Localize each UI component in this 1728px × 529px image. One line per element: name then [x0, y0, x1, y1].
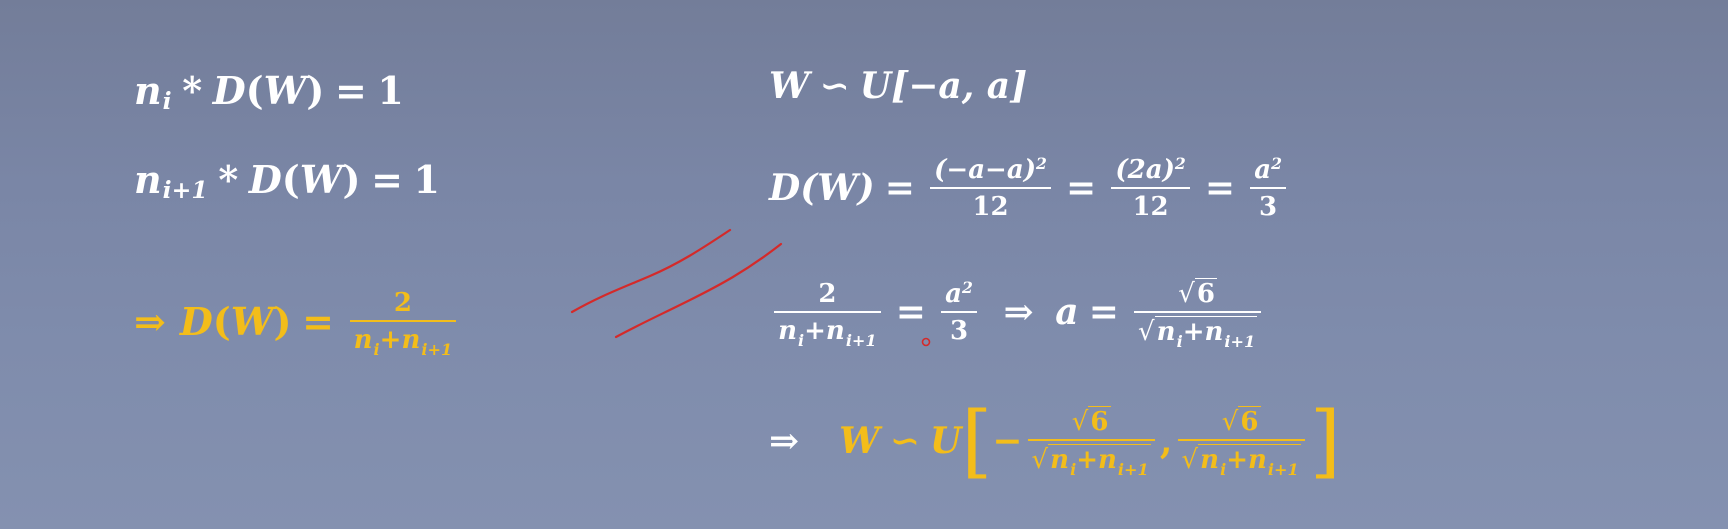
sqrt-denominator: √ ni+ni+1 — [1178, 441, 1305, 479]
var-w: W — [263, 68, 307, 113]
equals-sign: = — [371, 157, 403, 202]
subscript: i+1 — [162, 176, 208, 205]
fraction-numerator: 2 — [818, 279, 837, 309]
fraction-bar — [774, 311, 881, 314]
equation-xavier-uniform: ⇒ W ∽ U [ − √ 6 √ ni+ni+1 , √ 6 √ ni+ni+1 ] — [769, 401, 1341, 480]
fraction: √ 6 √ ni+ni+1 — [1134, 278, 1262, 351]
annotation-stroke-1 — [570, 228, 732, 314]
paren: ( — [245, 68, 264, 113]
paren: ( — [281, 157, 300, 202]
fraction: (−a−a)2 12 — [930, 153, 1051, 222]
fraction-denominator: 3 — [949, 315, 969, 346]
var-w: W — [769, 65, 810, 107]
equation-uniform-distribution: W ∽ U [−a, a] — [769, 65, 1027, 107]
left-bracket: [ — [961, 394, 993, 487]
equals-sign: = — [884, 167, 915, 210]
fraction: (2a)2 12 — [1111, 153, 1190, 222]
var-w: W — [299, 157, 343, 202]
fraction: a2 3 — [941, 277, 977, 346]
paren: ) — [273, 298, 292, 344]
equals-sign: = — [302, 298, 334, 344]
fraction: 2 ni+ni+1 — [349, 288, 457, 359]
fraction: a2 3 — [1250, 153, 1286, 222]
implies-arrow: ⇒ — [769, 419, 800, 462]
fraction: 2 ni+ni+1 — [774, 279, 881, 350]
sqrt-numerator: √ 6 — [1218, 406, 1265, 439]
fraction-numerator: (2a)2 — [1115, 153, 1186, 185]
fraction-numerator: 2 — [393, 288, 412, 318]
fraction-bar — [1177, 439, 1305, 442]
fraction-upper-bound: √ 6 √ ni+ni+1 — [1177, 406, 1305, 479]
sqrt-denominator: √ ni+ni+1 — [1134, 313, 1261, 351]
var-w: W — [839, 419, 880, 462]
fraction-lower-bound: √ 6 √ ni+ni+1 — [1027, 406, 1155, 479]
var-d: D — [179, 298, 213, 344]
equation-variance-result: ⇒ D(W) = 2 ni+ni+1 — [134, 288, 461, 359]
fraction-denominator: 12 — [972, 191, 1009, 222]
constant: 1 — [413, 157, 440, 202]
sqrt-denominator: √ ni+ni+1 — [1028, 441, 1155, 479]
equals-sign: = — [895, 291, 926, 334]
fraction-bar — [1134, 311, 1262, 314]
var-a: a — [1055, 291, 1079, 334]
fraction-bar — [930, 187, 1051, 190]
var-u: U — [929, 419, 962, 462]
paren: ) — [342, 157, 361, 202]
equals-sign: = — [1066, 167, 1097, 210]
paren: ) — [306, 68, 325, 113]
fraction-bar — [1111, 187, 1190, 190]
fraction-numerator: a2 — [1254, 153, 1282, 185]
operator: * — [218, 157, 239, 202]
equation-solve-a: 2 ni+ni+1 = a2 3 ⇒ a = √ 6 √ ni+ni+1 — [769, 277, 1266, 351]
var-w: W — [230, 298, 274, 344]
sqrt-numerator: √ 6 — [1174, 278, 1221, 311]
fraction-bar — [1027, 439, 1155, 442]
var-n: n — [134, 157, 162, 202]
fraction-denominator: 12 — [1132, 191, 1169, 222]
fraction-numerator: a2 — [945, 277, 973, 309]
variance-lhs: D(W) — [769, 167, 875, 210]
annotation-stroke-2 — [614, 242, 783, 339]
distributed-as-sign: ∽ — [889, 419, 920, 462]
fraction-denominator: ni+ni+1 — [778, 315, 877, 350]
comma: , — [1159, 419, 1173, 462]
implies-arrow: ⇒ — [134, 298, 166, 344]
var-u: U — [859, 65, 892, 107]
minus-sign: − — [992, 419, 1023, 462]
constant: 1 — [377, 68, 404, 113]
equation-backward-variance: n i+1 * D(W) = 1 — [134, 157, 440, 205]
sqrt-numerator: √ 6 — [1068, 406, 1115, 439]
var-d: D — [248, 157, 282, 202]
fraction-numerator: (−a−a)2 — [934, 153, 1047, 185]
equals-sign: = — [334, 68, 367, 113]
distributed-as-sign: ∽ — [819, 65, 850, 107]
fraction-denominator: ni+ni+1 — [353, 324, 453, 359]
right-bracket: ] — [1309, 394, 1341, 487]
interval: [−a, a] — [891, 65, 1028, 107]
equals-sign: = — [1204, 167, 1236, 210]
equation-uniform-variance: D(W) = (−a−a)2 12 = (2a)2 12 = a2 3 — [769, 153, 1291, 222]
cursor-dot — [921, 337, 931, 347]
paren: ( — [212, 298, 231, 344]
fraction-bar — [1250, 187, 1286, 190]
fraction-bar — [941, 311, 977, 314]
subscript: i — [162, 87, 172, 116]
fraction-bar — [349, 320, 457, 323]
var-d: D — [212, 68, 246, 113]
equals-sign: = — [1088, 291, 1119, 334]
var-n: n — [134, 68, 162, 113]
implies-arrow: ⇒ — [1003, 291, 1034, 334]
fraction-denominator: 3 — [1259, 191, 1278, 222]
operator: * — [182, 68, 203, 113]
